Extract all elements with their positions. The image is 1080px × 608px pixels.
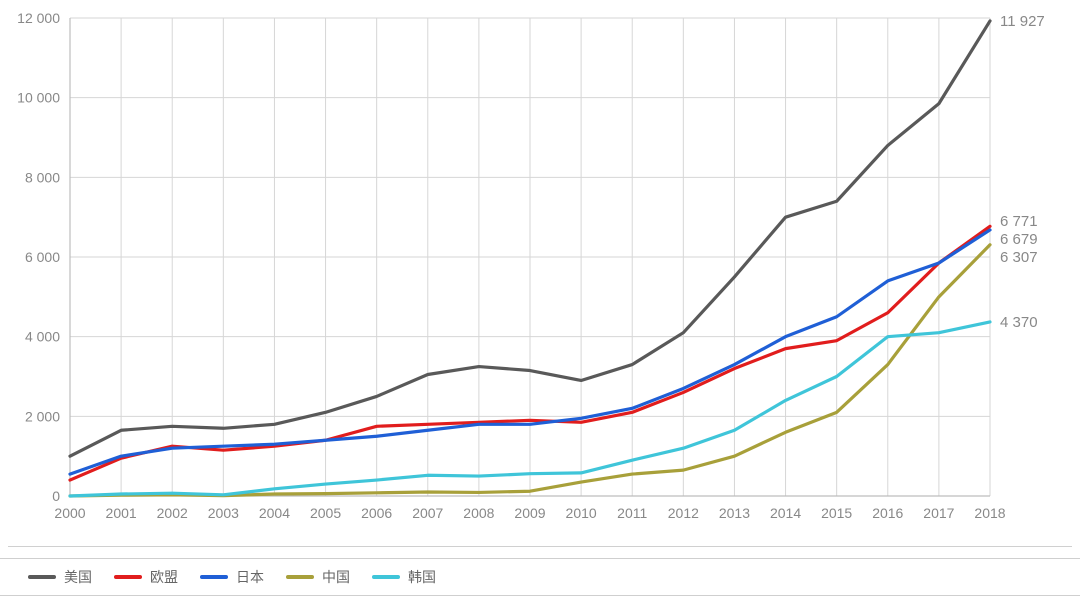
y-tick-label: 10 000	[17, 90, 60, 106]
y-tick-label: 4 000	[25, 329, 60, 345]
x-tick-label: 2014	[770, 505, 801, 521]
legend-item: 美国	[28, 567, 92, 587]
legend-swatch	[200, 575, 228, 579]
x-tick-label: 2007	[412, 505, 443, 521]
end-label-china: 6 307	[1000, 249, 1038, 266]
x-tick-label: 2010	[566, 505, 597, 521]
y-tick-label: 12 000	[17, 10, 60, 26]
y-tick-label: 8 000	[25, 169, 60, 185]
x-tick-label: 2005	[310, 505, 341, 521]
x-tick-label: 2006	[361, 505, 392, 521]
legend-item: 日本	[200, 567, 264, 587]
x-tick-label: 2013	[719, 505, 750, 521]
y-tick-label: 0	[52, 488, 60, 504]
divider	[8, 546, 1072, 547]
x-tick-label: 2018	[974, 505, 1005, 521]
chart-container: 0 2 000 4 000 6 000 8 000 10 000 12 000 2000 200…	[0, 0, 1080, 608]
end-label-korea: 4 370	[1000, 314, 1038, 331]
legend-label: 中国	[322, 567, 350, 587]
x-tick-label: 2002	[157, 505, 188, 521]
y-tick-label: 6 000	[25, 249, 60, 265]
x-tick-label: 2003	[208, 505, 239, 521]
legend-swatch	[286, 575, 314, 579]
x-tick-label: 2017	[923, 505, 954, 521]
legend-label: 日本	[236, 567, 264, 587]
x-tick-label: 2016	[872, 505, 903, 521]
y-tick-label: 2 000	[25, 408, 60, 424]
x-tick-label: 2000	[54, 505, 85, 521]
chart-legend: 美国 欧盟 日本 中国 韩国	[0, 558, 1080, 596]
legend-label: 欧盟	[150, 567, 178, 587]
line-chart: 0 2 000 4 000 6 000 8 000 10 000 12 000 2000 200…	[0, 0, 1080, 545]
legend-item: 中国	[286, 567, 350, 587]
x-tick-label: 2004	[259, 505, 290, 521]
end-label-japan: 6 679	[1000, 231, 1038, 248]
legend-swatch	[28, 575, 56, 579]
end-label-eu: 6 771	[1000, 213, 1038, 230]
x-tick-label: 2011	[617, 505, 647, 521]
legend-label: 美国	[64, 567, 92, 587]
legend-item: 韩国	[372, 567, 436, 587]
x-tick-label: 2015	[821, 505, 852, 521]
end-label-us: 11 927	[1000, 13, 1045, 30]
x-tick-label: 2008	[463, 505, 494, 521]
legend-label: 韩国	[408, 567, 436, 587]
legend-swatch	[372, 575, 400, 579]
x-tick-label: 2009	[514, 505, 545, 521]
legend-swatch	[114, 575, 142, 579]
legend-item: 欧盟	[114, 567, 178, 587]
x-tick-label: 2001	[106, 505, 137, 521]
x-tick-label: 2012	[668, 505, 699, 521]
